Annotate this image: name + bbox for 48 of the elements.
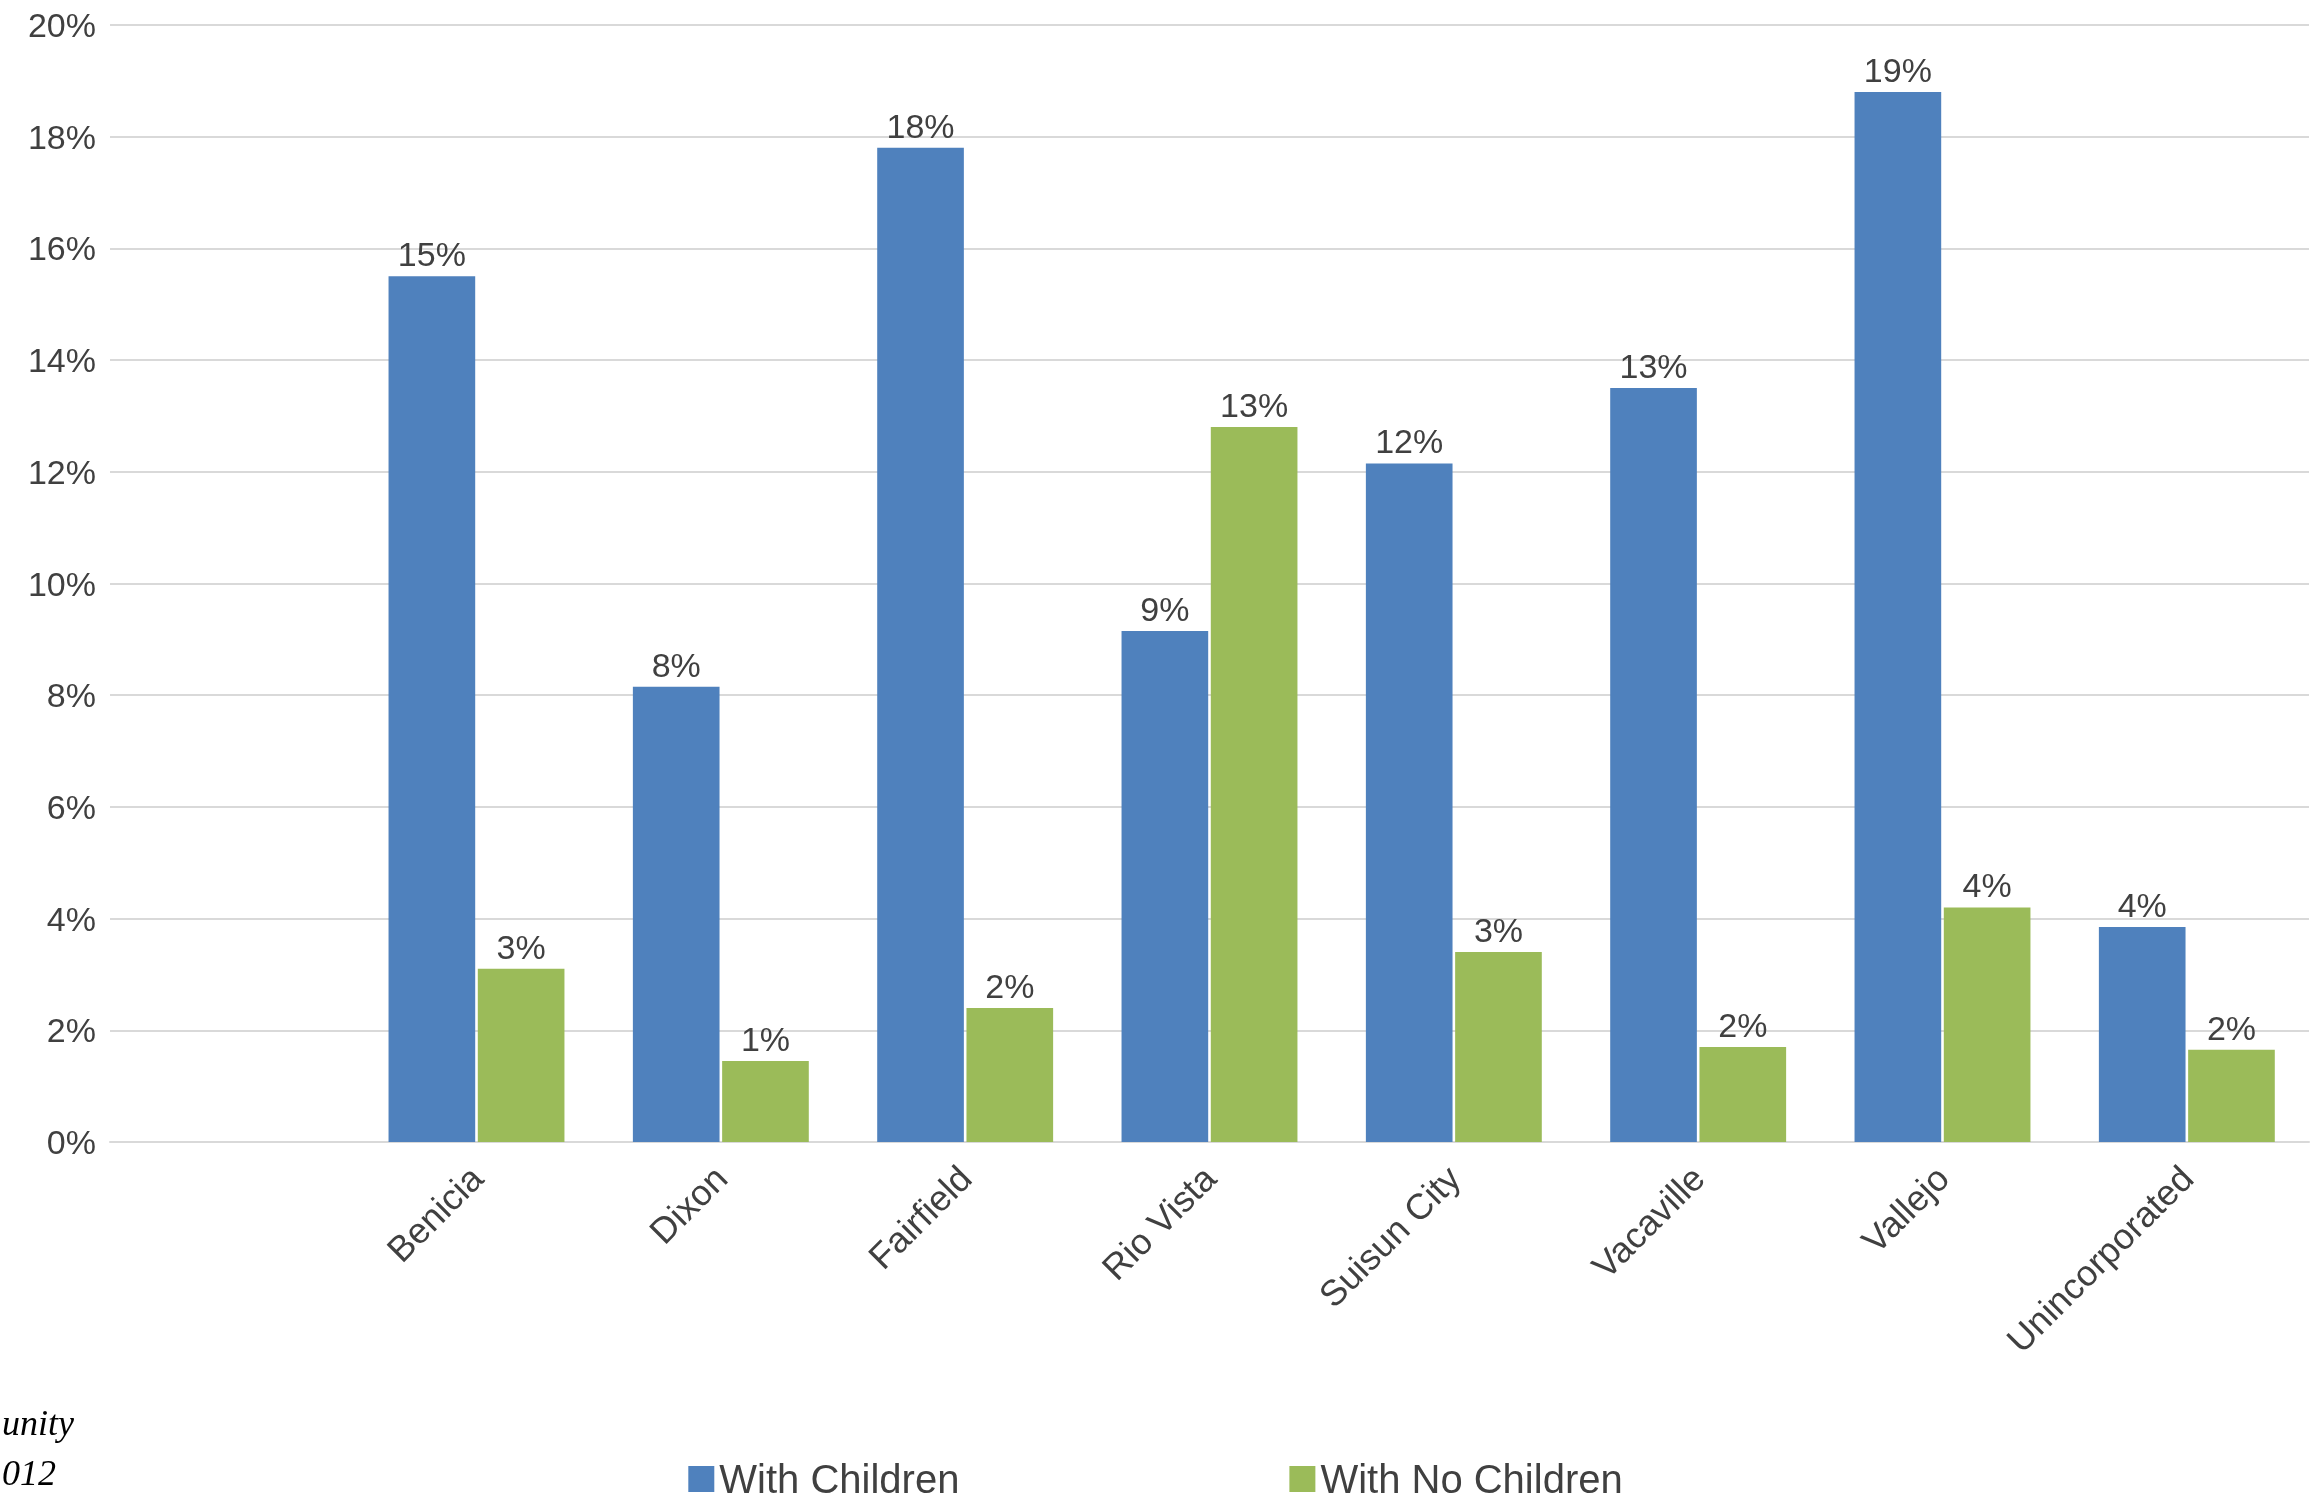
data-label: 18%: [886, 106, 955, 145]
y-tick-label: 20%: [27, 6, 96, 44]
bar: [1210, 427, 1298, 1142]
y-tick-label: 4%: [46, 899, 96, 938]
y-tick-label: 8%: [46, 676, 96, 715]
bar: [1943, 907, 2031, 1142]
y-tick-label: 6%: [46, 787, 96, 826]
bar: [966, 1007, 1054, 1142]
y-tick-label: 14%: [27, 341, 96, 380]
data-label: 1%: [740, 1020, 791, 1059]
bar: [1699, 1047, 1787, 1142]
data-label: 4%: [1962, 866, 2012, 905]
data-label: 13%: [1220, 386, 1289, 425]
bar: [1455, 952, 1542, 1142]
data-label: 3%: [496, 927, 546, 966]
bar: [1121, 630, 1209, 1142]
y-tick-label: 10%: [27, 564, 96, 603]
bar: [877, 147, 964, 1142]
legend-label: With No Children: [1320, 1457, 1623, 1501]
bar: [388, 276, 476, 1142]
data-label: 8%: [651, 645, 701, 684]
text: unity: [2, 1403, 74, 1443]
data-label: 2%: [985, 966, 1035, 1005]
y-tick-label: 2%: [46, 1011, 96, 1050]
x-tick-label: Rio Vista: [1093, 1156, 1225, 1288]
data-label: 9%: [1140, 589, 1190, 628]
bar: [1610, 388, 1697, 1142]
y-tick-label: 16%: [27, 229, 96, 268]
bar: [477, 968, 565, 1142]
text: 012: [2, 1453, 56, 1493]
data-label: 2%: [1718, 1006, 1768, 1045]
data-label: 2%: [2206, 1008, 2257, 1047]
data-label: 19%: [1863, 51, 1932, 90]
bar: [722, 1061, 809, 1142]
data-label: 4%: [2117, 885, 2167, 924]
data-label: 13%: [1619, 347, 1688, 386]
bar: [1854, 92, 1942, 1142]
y-tick-label: 0%: [46, 1123, 96, 1161]
data-label: 15%: [397, 235, 466, 274]
bar: [2098, 926, 2186, 1142]
bar: [1365, 463, 1453, 1142]
bar: [632, 686, 720, 1142]
data-label: 12%: [1375, 422, 1444, 461]
y-tick-label: 18%: [27, 117, 96, 156]
y-tick-label: 12%: [27, 452, 96, 491]
data-label: 3%: [1473, 911, 1524, 950]
bar: [2188, 1049, 2275, 1142]
legend-label: With Children: [719, 1457, 960, 1501]
